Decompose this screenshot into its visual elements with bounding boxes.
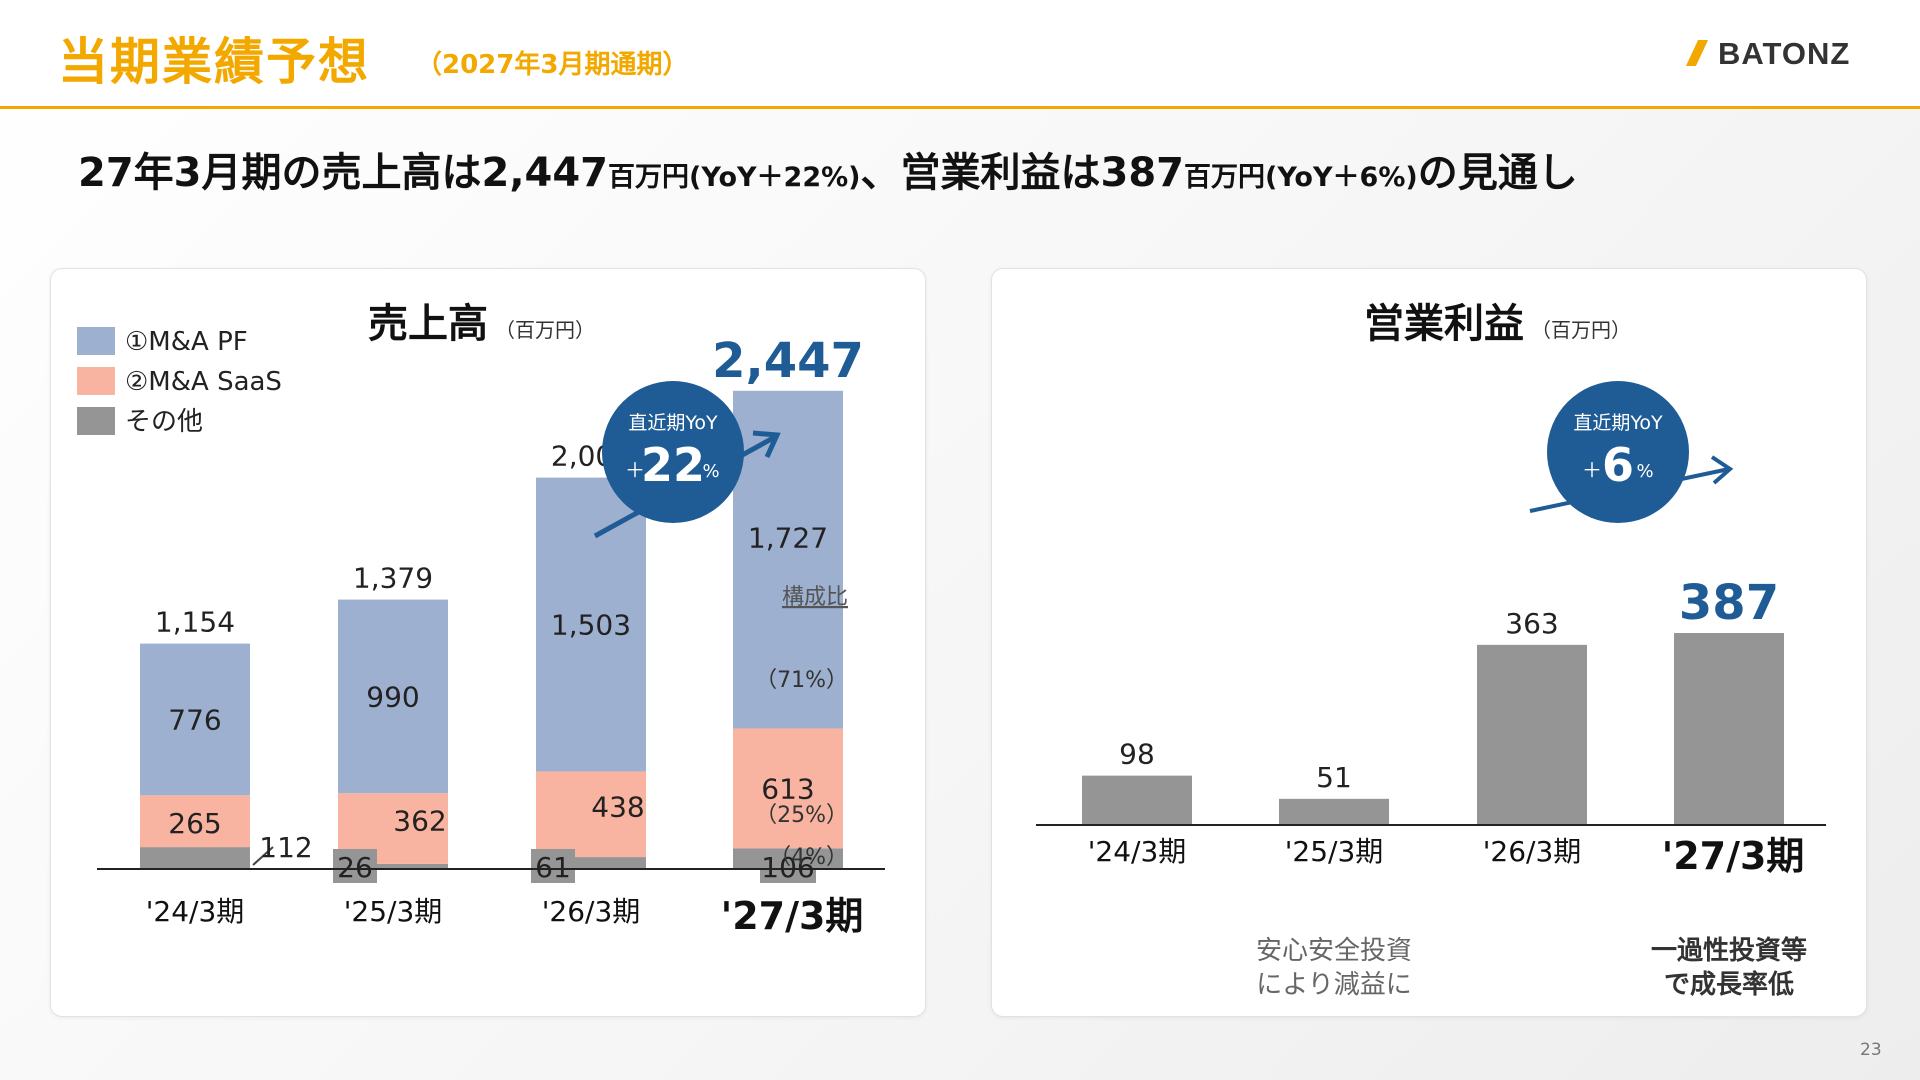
yoy-badge-value: 22 — [641, 438, 705, 492]
label-bg-other-2 — [531, 849, 575, 883]
bar-ma-pf-0 — [140, 643, 250, 796]
yoy-badge — [602, 381, 744, 523]
label-other-2: 61 — [535, 851, 571, 884]
op-note-0-line-1: により減益に — [1256, 970, 1411, 1000]
op-yoy-badge-value: 6 — [1602, 438, 1634, 492]
legend-swatch-1 — [77, 327, 115, 355]
bar-other-2 — [536, 857, 646, 869]
x-tick-1: '25/3期 — [344, 895, 443, 928]
op-value-2: 363 — [1505, 607, 1558, 640]
label-other-3: 106 — [761, 851, 814, 884]
legend-swatch-3 — [77, 407, 115, 435]
yoy-arrow-head-icon — [752, 430, 781, 459]
bar-ma-saas-2 — [536, 771, 646, 858]
page-number: 23 — [1860, 1040, 1882, 1060]
label-ma-pf-0: 776 — [168, 703, 221, 736]
label-ma-saas-1: 362 — [393, 805, 446, 838]
op-bar-0 — [1082, 775, 1192, 824]
logo-text: BATONZ — [1718, 36, 1851, 71]
bar-ma-saas-3 — [733, 728, 843, 849]
op-x-tick-2: '26/3期 — [1483, 835, 1582, 868]
yoy-badge-label: 直近期YoY — [628, 412, 718, 434]
op-note-0-line-0: 安心安全投資 — [1256, 936, 1412, 966]
bar-ma-pf-2 — [536, 477, 646, 772]
label-ma-saas-2: 438 — [591, 790, 644, 823]
op-x-tick-1: '25/3期 — [1285, 835, 1384, 868]
x-tick-0: '24/3期 — [146, 895, 245, 928]
label-ma-saas-0: 265 — [168, 807, 221, 840]
composition-0: （71%） — [755, 668, 848, 693]
op-chart-unit: （百万円） — [1531, 318, 1631, 342]
op-value-3: 387 — [1679, 575, 1779, 631]
headline-part3: の見通し — [1417, 150, 1578, 196]
op-bar-2 — [1477, 644, 1587, 824]
yoy-badge-pct: % — [702, 461, 719, 482]
headline-unit1: 百万円(YoY＋22%) — [608, 162, 861, 193]
label-total-0: 1,154 — [155, 606, 235, 639]
bar-ma-pf-1 — [338, 599, 448, 794]
headline-unit2: 百万円(YoY＋6%) — [1184, 162, 1418, 193]
bar-other-0 — [140, 847, 250, 869]
label-bg-other-3 — [760, 849, 816, 883]
sales-chart: 売上高 （百万円） ①M&A PF ②M&A SaaS その他 776 265 1,154 99… — [77, 301, 885, 938]
bar-ma-pf-3 — [733, 390, 843, 729]
op-value-0: 98 — [1119, 738, 1155, 771]
headline-part2: 、営業利益は387 — [860, 150, 1185, 196]
bar-ma-saas-0 — [140, 795, 250, 848]
label-ma-pf-3: 1,727 — [748, 522, 828, 555]
label-total-3: 2,447 — [712, 333, 864, 389]
label-ma-pf-2: 1,503 — [551, 609, 631, 642]
callout-line-other-0 — [252, 846, 274, 866]
label-other-1: 26 — [337, 851, 373, 884]
op-note-1-line-0: 一過性投資等 — [1651, 935, 1807, 966]
sales-chart-unit: （百万円） — [495, 318, 595, 342]
op-profit-chart-card: 営業利益 （百万円） 98 '24/3期 51 '25/3期 363 '26/3期 387 '27… — [991, 268, 1867, 1017]
op-bar-1 — [1279, 798, 1389, 824]
legend-label-3: その他 — [125, 407, 203, 437]
x-tick-3: '27/3期 — [721, 894, 864, 938]
label-total-1: 1,379 — [353, 562, 433, 595]
sales-chart-card: 売上高 （百万円） ①M&A PF ②M&A SaaS その他 776 265 1,154 99… — [50, 268, 926, 1017]
composition-header: 構成比 — [782, 585, 848, 610]
x-tick-2: '26/3期 — [542, 895, 641, 928]
op-x-tick-3: '27/3期 — [1662, 834, 1805, 878]
page-subtitle: （2027年3月期通期） — [416, 50, 689, 80]
op-yoy-badge-label: 直近期YoY — [1573, 412, 1663, 434]
page-title: 当期業績予想 — [58, 33, 370, 91]
composition-1: （25%） — [755, 803, 848, 828]
label-other-0: 112 — [259, 831, 312, 864]
composition-2: （4%） — [769, 845, 848, 870]
bar-other-1 — [338, 863, 448, 869]
op-note-1-line-1: で成長率低 — [1664, 969, 1794, 1000]
op-yoy-arrow-head-icon — [1710, 455, 1734, 485]
label-bg-other-1 — [333, 849, 377, 883]
label-ma-pf-1: 990 — [366, 680, 419, 713]
headline: 27年3月期の売上高は2,447百万円(YoY＋22%)、営業利益は387百万円… — [78, 140, 1578, 198]
op-bar-3 — [1674, 633, 1784, 824]
op-x-tick-0: '24/3期 — [1088, 835, 1187, 868]
headline-part1: 27年3月期の売上高は2,447 — [78, 150, 609, 196]
yoy-badge-plus: ＋ — [625, 458, 645, 482]
op-chart-title: 営業利益 — [1364, 301, 1524, 347]
op-value-1: 51 — [1316, 761, 1352, 794]
op-yoy-badge — [1547, 381, 1689, 523]
legend-label-1: ①M&A PF — [125, 327, 248, 357]
op-yoy-badge-plus: ＋ — [1582, 458, 1602, 482]
sales-chart-title: 売上高 — [368, 301, 488, 347]
op-yoy-badge-pct: % — [1636, 461, 1653, 482]
legend-label-2: ②M&A SaaS — [125, 367, 282, 397]
label-ma-saas-3: 613 — [761, 772, 814, 805]
legend-swatch-2 — [77, 367, 115, 395]
op-profit-chart: 営業利益 （百万円） 98 '24/3期 51 '25/3期 363 '26/3期 387 '27… — [1036, 301, 1826, 1000]
header-bar: 当期業績予想 （2027年3月期通期） BATONZ — [0, 0, 1920, 109]
logo-slash-mark — [1685, 40, 1709, 66]
